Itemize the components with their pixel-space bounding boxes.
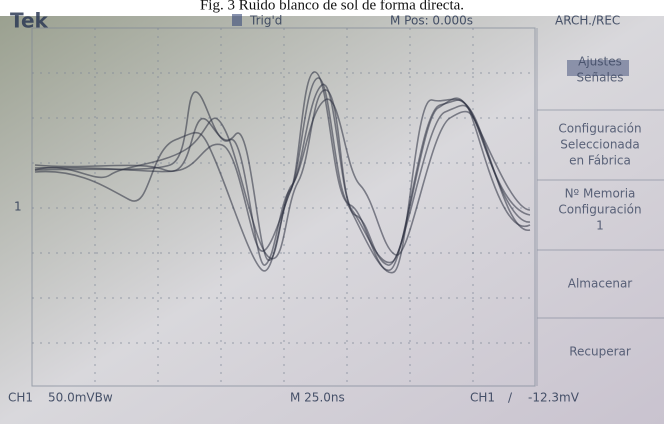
menu-label: Seleccionada <box>560 138 640 152</box>
screen <box>0 12 664 424</box>
timebase: M 25.0ns <box>290 391 345 405</box>
trigger-icon <box>232 14 242 26</box>
grid <box>31 27 536 387</box>
scale: 50.0mVBw <box>48 391 113 405</box>
channel-marker: 1 <box>14 200 22 214</box>
caption-band <box>0 0 664 16</box>
menu-label: Recuperar <box>569 345 631 359</box>
mode: ARCH./REC <box>555 14 620 28</box>
menu-texts: Ajustes Señales Configuración Seleccionada e… <box>558 55 641 359</box>
menu-label: en Fábrica <box>569 154 631 168</box>
menu-label: Configuración <box>558 122 641 136</box>
menu-label: Almacenar <box>568 277 633 291</box>
trigger-level: -12.3mV <box>528 391 580 405</box>
channel: CH1 <box>8 391 33 405</box>
position: M Pos: 0.000s <box>390 14 473 28</box>
menu-label: Nº Memoria <box>565 187 636 201</box>
menu <box>536 28 664 386</box>
menu-label: Ajustes <box>578 55 622 69</box>
caption: Fig. 3 Ruido blanco de sol de forma dire… <box>200 0 464 13</box>
status: Trig'd <box>249 14 282 28</box>
brand: Tek <box>10 9 49 33</box>
traces <box>34 71 531 274</box>
menu-label: Configuración <box>558 203 641 217</box>
menu-label: Señales <box>577 71 624 85</box>
menu-highlight <box>567 60 629 76</box>
trigger-slope: / <box>508 391 513 405</box>
trigger-channel: CH1 <box>470 391 495 405</box>
menu-label: 1 <box>596 219 604 233</box>
